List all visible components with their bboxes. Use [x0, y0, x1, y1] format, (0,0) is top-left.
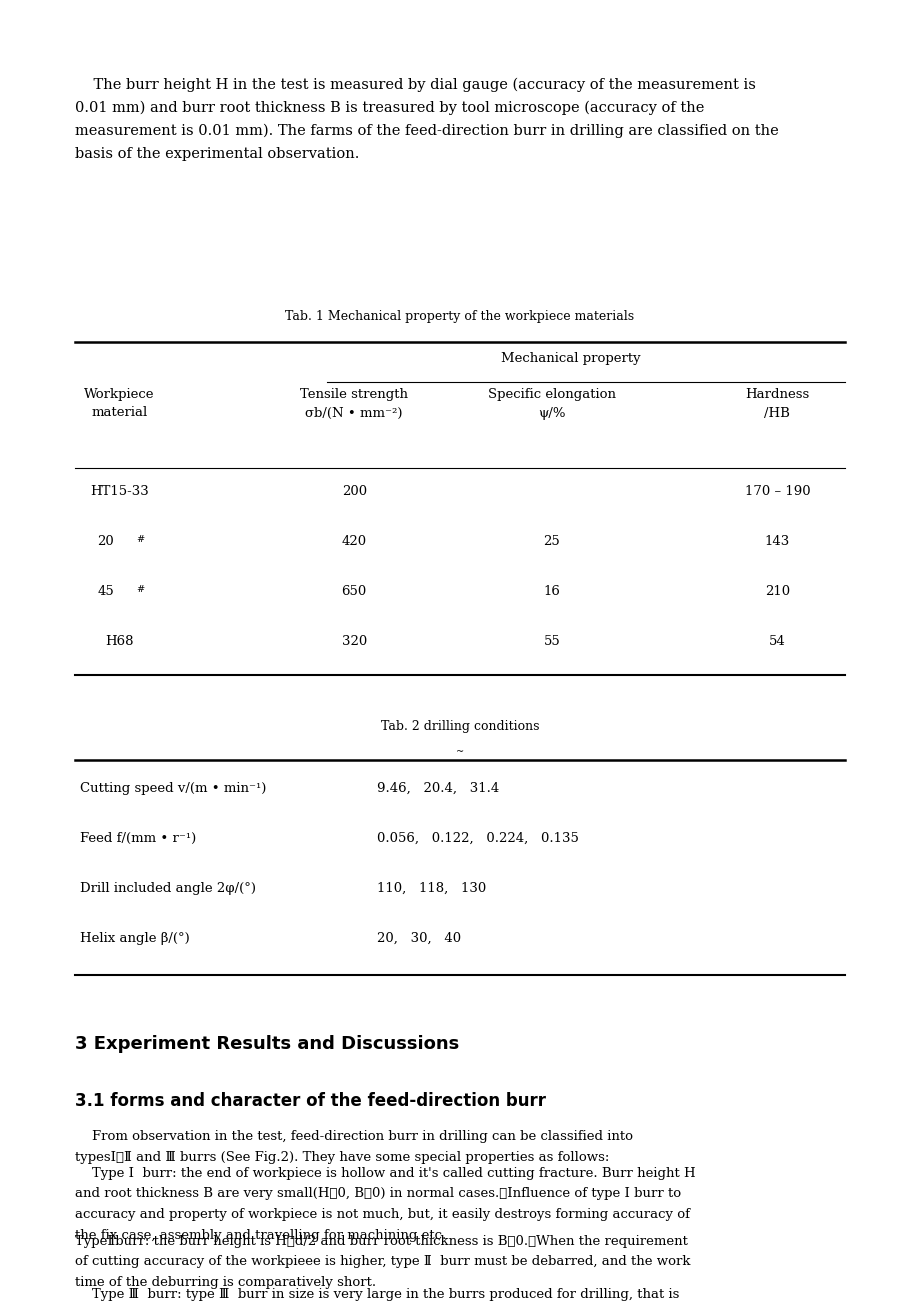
- Text: The burr height H in the test is measured by dial gauge (accuracy of the measure: The burr height H in the test is measure…: [75, 78, 777, 160]
- Text: 3 Experiment Results and Discussions: 3 Experiment Results and Discussions: [75, 1035, 459, 1053]
- Text: TypeⅡburr: the burr height is H＜d/2 and burr root thickness is B＞0.　When the req: TypeⅡburr: the burr height is H＜d/2 and …: [75, 1236, 690, 1289]
- Text: 25: 25: [543, 535, 560, 548]
- Text: Workpiece
material: Workpiece material: [85, 388, 154, 419]
- Text: From observation in the test, feed-direction burr in drilling can be classified : From observation in the test, feed-direc…: [75, 1130, 632, 1164]
- Text: 55: 55: [543, 635, 560, 648]
- Text: ~: ~: [456, 747, 463, 756]
- Text: #: #: [136, 585, 143, 594]
- Text: 320: 320: [341, 635, 367, 648]
- Text: 143: 143: [764, 535, 789, 548]
- Text: Tensile strength
σb/(N • mm⁻²): Tensile strength σb/(N • mm⁻²): [300, 388, 408, 419]
- Text: Type Ⅲ  burr: type Ⅲ  burr in size is very large in the burrs produced for drill: Type Ⅲ burr: type Ⅲ burr in size is very…: [75, 1288, 678, 1301]
- Text: Feed f/(mm • r⁻¹): Feed f/(mm • r⁻¹): [80, 832, 196, 845]
- Text: 650: 650: [341, 585, 367, 598]
- Text: 9.46,   20.4,   31.4: 9.46, 20.4, 31.4: [377, 783, 499, 796]
- Text: Specific elongation
ψ/%: Specific elongation ψ/%: [487, 388, 616, 419]
- Text: Cutting speed v/(m • min⁻¹): Cutting speed v/(m • min⁻¹): [80, 783, 266, 796]
- Text: Type Ⅰ  burr: the end of workpiece is hollow and it's called cutting fracture. B: Type Ⅰ burr: the end of workpiece is hol…: [75, 1167, 695, 1242]
- Text: 170 – 190: 170 – 190: [743, 486, 810, 497]
- Text: 0.056,   0.122,   0.224,   0.135: 0.056, 0.122, 0.224, 0.135: [377, 832, 578, 845]
- Text: 45: 45: [97, 585, 114, 598]
- Text: #: #: [136, 535, 143, 544]
- Text: Helix angle β/(°): Helix angle β/(°): [80, 932, 189, 945]
- Text: Tab. 1 Mechanical property of the workpiece materials: Tab. 1 Mechanical property of the workpi…: [285, 310, 634, 323]
- Text: 20: 20: [97, 535, 114, 548]
- Text: 16: 16: [543, 585, 560, 598]
- Text: 210: 210: [764, 585, 789, 598]
- Text: HT15-33: HT15-33: [90, 486, 149, 497]
- Text: Drill included angle 2φ/(°): Drill included angle 2φ/(°): [80, 881, 255, 894]
- Text: 3.1 forms and character of the feed-direction burr: 3.1 forms and character of the feed-dire…: [75, 1092, 545, 1111]
- Text: 110,   118,   130: 110, 118, 130: [377, 881, 486, 894]
- Text: 200: 200: [341, 486, 367, 497]
- Text: Tab. 2 drilling conditions: Tab. 2 drilling conditions: [380, 720, 539, 733]
- Text: 54: 54: [768, 635, 785, 648]
- Text: 420: 420: [341, 535, 367, 548]
- Text: Mechanical property: Mechanical property: [500, 352, 640, 365]
- Text: H68: H68: [106, 635, 133, 648]
- Text: 20,   30,   40: 20, 30, 40: [377, 932, 460, 945]
- Text: Hardness
/HB: Hardness /HB: [744, 388, 809, 419]
